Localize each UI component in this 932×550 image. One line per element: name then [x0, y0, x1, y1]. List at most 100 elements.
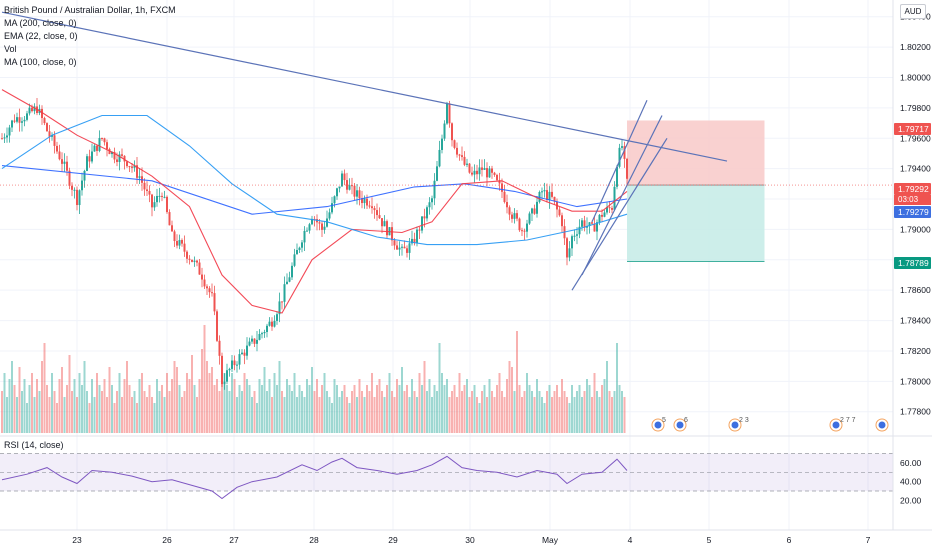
volume-bar: [273, 373, 276, 433]
candle-body: [448, 103, 451, 124]
volume-bar: [196, 397, 198, 433]
volume-bar: [58, 379, 61, 433]
volume-bar: [81, 385, 83, 433]
candle-body: [58, 151, 61, 160]
volume-bar: [28, 385, 31, 433]
legend-vol[interactable]: Vol: [4, 44, 17, 54]
volume-bar: [276, 385, 278, 433]
volume-bar: [38, 391, 41, 433]
volume-bar: [518, 385, 521, 433]
candle-body: [43, 118, 46, 124]
candle-body: [83, 170, 86, 181]
candle-body: [363, 198, 366, 204]
volume-bar: [98, 385, 101, 433]
candle-body: [198, 262, 201, 275]
volume-bar: [108, 367, 111, 433]
candle-body: [293, 254, 296, 266]
price-tick-label: 1.78200: [900, 346, 931, 356]
candle-body: [81, 180, 83, 191]
volume-bar: [378, 379, 381, 433]
candle-body: [403, 246, 406, 249]
candle-body: [166, 196, 168, 213]
candle-body: [126, 161, 128, 167]
volume-bar: [546, 391, 548, 433]
candle-body: [111, 151, 113, 155]
candle-body: [411, 238, 413, 244]
legend-ma100[interactable]: MA (100, close, 0): [4, 57, 77, 67]
time-tick-label: 28: [309, 535, 319, 545]
candle-body: [228, 368, 231, 371]
volume-bar: [488, 379, 491, 433]
candle-body: [498, 180, 501, 184]
candle-body: [453, 140, 456, 148]
candle-body: [541, 191, 543, 193]
volume-bar: [363, 397, 366, 433]
event-count: 2 7 7: [840, 417, 856, 424]
candle-body: [418, 229, 421, 231]
position-zones[interactable]: [627, 120, 765, 262]
candle-body: [398, 247, 401, 250]
volume-bar: [511, 367, 513, 433]
volume-bar: [303, 397, 306, 433]
channel-middle: [581, 115, 663, 276]
volume-bar: [216, 379, 218, 433]
volume-bar: [143, 391, 146, 433]
volume-bar: [163, 397, 166, 433]
time-tick-label: 6: [787, 535, 792, 545]
event-marker-flag: [676, 421, 684, 429]
volume-bar: [86, 391, 88, 433]
candle-body: [433, 180, 436, 199]
volume-bar: [386, 385, 388, 433]
volume-bar: [71, 391, 73, 433]
volume-bar: [496, 385, 498, 433]
candle-body: [131, 166, 133, 168]
legend-ma200[interactable]: MA (200, close, 0): [4, 18, 77, 28]
volume-bar: [286, 379, 288, 433]
candle-body: [218, 340, 221, 356]
legend-ema22[interactable]: EMA (22, close, 0): [4, 31, 78, 41]
volume-bar: [498, 373, 501, 433]
candle-body: [253, 338, 256, 344]
rsi-legend[interactable]: RSI (14, close): [4, 440, 64, 450]
candle-body: [291, 265, 293, 278]
trend-line: [1, 11, 728, 162]
candle-body: [338, 186, 341, 189]
volume-bar: [613, 391, 616, 433]
drawings[interactable]: [0, 11, 893, 291]
currency-badge[interactable]: AUD: [900, 4, 926, 19]
candle-body: [613, 186, 616, 210]
volume-bar: [73, 379, 76, 433]
volume-bar: [616, 343, 618, 433]
volume-bar: [401, 367, 403, 433]
candle-body: [461, 155, 463, 157]
volume-bar: [16, 397, 18, 433]
candle-body: [203, 279, 206, 287]
volume-bar: [528, 385, 531, 433]
candle-body: [248, 341, 251, 346]
volume-bar: [563, 391, 566, 433]
volume-bar: [463, 385, 466, 433]
volume-bar: [501, 391, 503, 433]
volume-bar: [331, 403, 333, 433]
candle-body: [608, 207, 611, 209]
volume-bar: [618, 385, 621, 433]
volume-bar: [468, 397, 471, 433]
candle-body: [246, 345, 248, 356]
volume-bar: [228, 391, 231, 433]
volume-bar: [481, 391, 483, 433]
candle-body: [606, 207, 608, 213]
candle-body: [103, 138, 106, 143]
candle-body: [623, 146, 626, 159]
candle-body: [233, 360, 236, 366]
volume-bar: [136, 403, 138, 433]
candle-body: [266, 325, 268, 333]
candle-body: [78, 190, 81, 206]
candle-body: [543, 190, 546, 192]
candle-body: [323, 226, 326, 230]
volume-bar: [88, 403, 91, 433]
event-markers[interactable]: 5 6 2 3 2 7 7: [651, 417, 889, 432]
time-tick-label: 29: [388, 535, 398, 545]
rsi-line: [1, 455, 628, 500]
candle-body: [216, 311, 218, 341]
